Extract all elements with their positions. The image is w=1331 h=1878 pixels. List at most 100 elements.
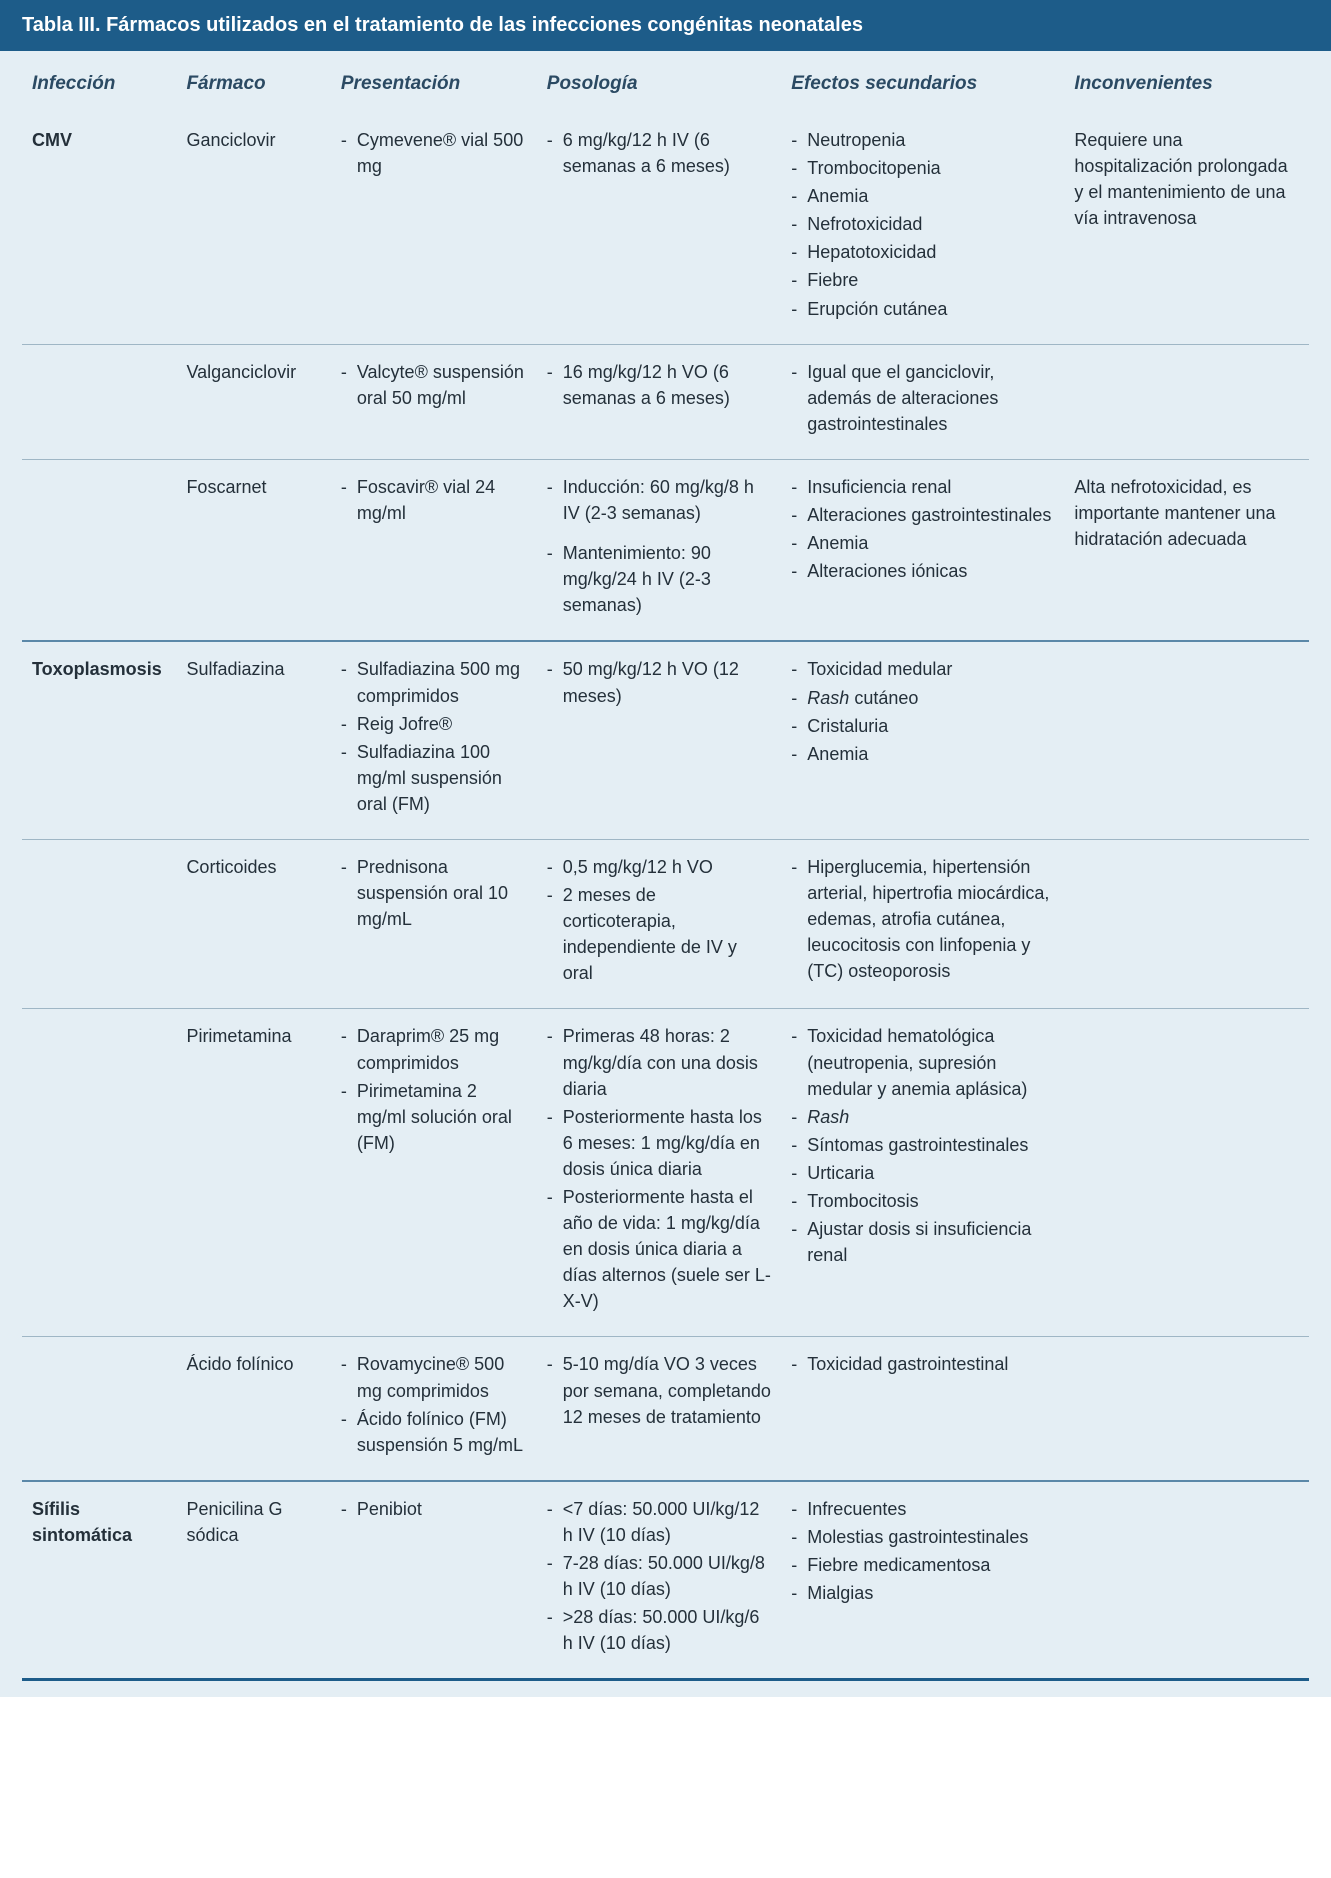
cell-presentacion: Penibiot (331, 1481, 537, 1680)
cell-efectos: Insuficiencia renalAlteraciones gastroin… (781, 459, 1064, 641)
dash-list: NeutropeniaTrombocitopeniaAnemiaNefrotox… (791, 127, 1054, 322)
dash-list: Toxicidad hematológica (neutropenia, sup… (791, 1023, 1054, 1268)
dash-list: Rovamycine® 500 mg comprimidosÁcido folí… (341, 1351, 527, 1457)
table-row: Ácido folínicoRovamycine® 500 mg comprim… (22, 1337, 1309, 1481)
cell-infeccion (22, 459, 176, 641)
list-item: Fiebre medicamentosa (791, 1552, 1054, 1578)
cell-presentacion: Cymevene® vial 500 mg (331, 113, 537, 344)
list-item: Cristaluria (791, 713, 1054, 739)
table-body: CMVGanciclovirCymevene® vial 500 mg 6 mg/… (22, 113, 1309, 1680)
cell-infeccion (22, 839, 176, 1008)
cell-farmaco: Pirimetamina (176, 1009, 330, 1337)
cell-farmaco: Penicilina G sódica (176, 1481, 330, 1680)
list-item: Rovamycine® 500 mg comprimidos (341, 1351, 527, 1403)
list-item: Foscavir® vial 24 mg/ml (341, 474, 527, 526)
dash-list: 6 mg/kg/12 h IV (6 semanas a 6 meses) (547, 127, 772, 179)
list-item: 7-28 días: 50.000 UI/kg/8 h IV (10 días) (547, 1550, 772, 1602)
table-row: Sífilis sintomáticaPenicilina G sódica Pe… (22, 1481, 1309, 1680)
cell-inconvenientes (1064, 641, 1309, 839)
list-item: Sulfadiazina 500 mg comprimidos (341, 656, 527, 708)
dash-list: <7 días: 50.000 UI/kg/12 h IV (10 días)7… (547, 1496, 772, 1657)
table-row: FoscarnetFoscavir® vial 24 mg/mlInducció… (22, 459, 1309, 641)
table-row: CMVGanciclovirCymevene® vial 500 mg 6 mg/… (22, 113, 1309, 344)
cell-presentacion: Rovamycine® 500 mg comprimidosÁcido folí… (331, 1337, 537, 1481)
cell-inconvenientes (1064, 1009, 1309, 1337)
cell-efectos: Igual que el ganciclovir, además de alte… (781, 344, 1064, 459)
list-item: 50 mg/kg/12 h VO (12 meses) (547, 656, 772, 708)
cell-farmaco: Sulfadiazina (176, 641, 330, 839)
list-item: Daraprim® 25 mg comprimidos (341, 1023, 527, 1075)
list-item: Alteraciones gastrointestinales (791, 502, 1054, 528)
dash-list: 5-10 mg/día VO 3 veces por semana, compl… (547, 1351, 772, 1429)
col-posologia: Posología (537, 51, 782, 113)
cell-presentacion: Prednisona suspensión oral 10 mg/mL (331, 839, 537, 1008)
cell-efectos: Hiperglucemia, hipertensión arterial, hi… (781, 839, 1064, 1008)
cell-presentacion: Sulfadiazina 500 mg comprimidosReig Jofr… (331, 641, 537, 839)
list-item: Neutropenia (791, 127, 1054, 153)
list-item: Trombocitopenia (791, 155, 1054, 181)
list-item: <7 días: 50.000 UI/kg/12 h IV (10 días) (547, 1496, 772, 1548)
list-item: Molestias gastrointestinales (791, 1524, 1054, 1550)
cell-farmaco: Ganciclovir (176, 113, 330, 344)
list-item: Prednisona suspensión oral 10 mg/mL (341, 854, 527, 932)
cell-infeccion: CMV (22, 113, 176, 344)
list-item: Mantenimiento: 90 mg/kg/24 h IV (2-3 sem… (547, 540, 772, 618)
col-farmaco: Fármaco (176, 51, 330, 113)
cell-inconvenientes: Alta nefrotoxicidad, es importante mante… (1064, 459, 1309, 641)
list-item: 16 mg/kg/12 h VO (6 semanas a 6 meses) (547, 359, 772, 411)
list-item: Nefrotoxicidad (791, 211, 1054, 237)
list-item: Urticaria (791, 1160, 1054, 1186)
dash-list: Toxicidad gastrointestinal (791, 1351, 1054, 1377)
header-row: Infección Fármaco Presentación Posología… (22, 51, 1309, 113)
list-item: Igual que el ganciclovir, además de alte… (791, 359, 1054, 437)
cell-efectos: InfrecuentesMolestias gastrointestinales… (781, 1481, 1064, 1680)
table-row: CorticoidesPrednisona suspensión oral 10… (22, 839, 1309, 1008)
col-infeccion: Infección (22, 51, 176, 113)
list-item: Ácido folínico (FM) suspensión 5 mg/mL (341, 1406, 527, 1458)
list-item: >28 días: 50.000 UI/kg/6 h IV (10 días) (547, 1604, 772, 1656)
list-item: Toxicidad medular (791, 656, 1054, 682)
list-item: Inducción: 60 mg/kg/8 h IV (2-3 semanas) (547, 474, 772, 526)
cell-presentacion: Daraprim® 25 mg comprimidosPirimetamina … (331, 1009, 537, 1337)
list-item: Posteriormente hasta el año de vida: 1 m… (547, 1184, 772, 1314)
cell-posologia: Primeras 48 horas: 2 mg/kg/día con una d… (537, 1009, 782, 1337)
col-efectos: Efectos secundarios (781, 51, 1064, 113)
list-item: Trombocitosis (791, 1188, 1054, 1214)
dash-list: Penibiot (341, 1496, 527, 1522)
list-item: Fiebre (791, 267, 1054, 293)
list-item: Hiperglucemia, hipertensión arterial, hi… (791, 854, 1054, 984)
cell-efectos: Toxicidad hematológica (neutropenia, sup… (781, 1009, 1064, 1337)
cell-farmaco: Ácido folínico (176, 1337, 330, 1481)
dash-list: Daraprim® 25 mg comprimidosPirimetamina … (341, 1023, 527, 1155)
cell-posologia: 50 mg/kg/12 h VO (12 meses) (537, 641, 782, 839)
col-presentacion: Presentación (331, 51, 537, 113)
dash-list: Igual que el ganciclovir, además de alte… (791, 359, 1054, 437)
cell-infeccion: Sífilis sintomática (22, 1481, 176, 1680)
table-title: Tabla III. Fármacos utilizados en el tra… (0, 0, 1331, 51)
medication-table: Tabla III. Fármacos utilizados en el tra… (0, 0, 1331, 1697)
dash-list: Hiperglucemia, hipertensión arterial, hi… (791, 854, 1054, 984)
cell-infeccion (22, 1009, 176, 1337)
table-content: Infección Fármaco Presentación Posología… (0, 51, 1331, 1697)
table-row: ValganciclovirValcyte® suspensión oral 5… (22, 344, 1309, 459)
table-row: PirimetaminaDaraprim® 25 mg comprimidosP… (22, 1009, 1309, 1337)
cell-infeccion (22, 344, 176, 459)
cell-posologia: Inducción: 60 mg/kg/8 h IV (2-3 semanas)… (537, 459, 782, 641)
cell-inconvenientes (1064, 839, 1309, 1008)
cell-farmaco: Foscarnet (176, 459, 330, 641)
list-item: Valcyte® suspensión oral 50 mg/ml (341, 359, 527, 411)
dash-list: Foscavir® vial 24 mg/ml (341, 474, 527, 526)
dash-list: 16 mg/kg/12 h VO (6 semanas a 6 meses) (547, 359, 772, 411)
cell-farmaco: Valganciclovir (176, 344, 330, 459)
list-item: Cymevene® vial 500 mg (341, 127, 527, 179)
list-item: Penibiot (341, 1496, 527, 1522)
cell-inconvenientes (1064, 1337, 1309, 1481)
cell-inconvenientes: Requiere una hospitalización prolongada … (1064, 113, 1309, 344)
drug-table: Infección Fármaco Presentación Posología… (22, 51, 1309, 1681)
cell-efectos: Toxicidad medularRash cutáneoCristaluria… (781, 641, 1064, 839)
list-item: 2 meses de corticoterapia, independiente… (547, 882, 772, 986)
list-item: Hepatotoxicidad (791, 239, 1054, 265)
cell-posologia: <7 días: 50.000 UI/kg/12 h IV (10 días)7… (537, 1481, 782, 1680)
cell-farmaco: Corticoides (176, 839, 330, 1008)
list-item: 0,5 mg/kg/12 h VO (547, 854, 772, 880)
